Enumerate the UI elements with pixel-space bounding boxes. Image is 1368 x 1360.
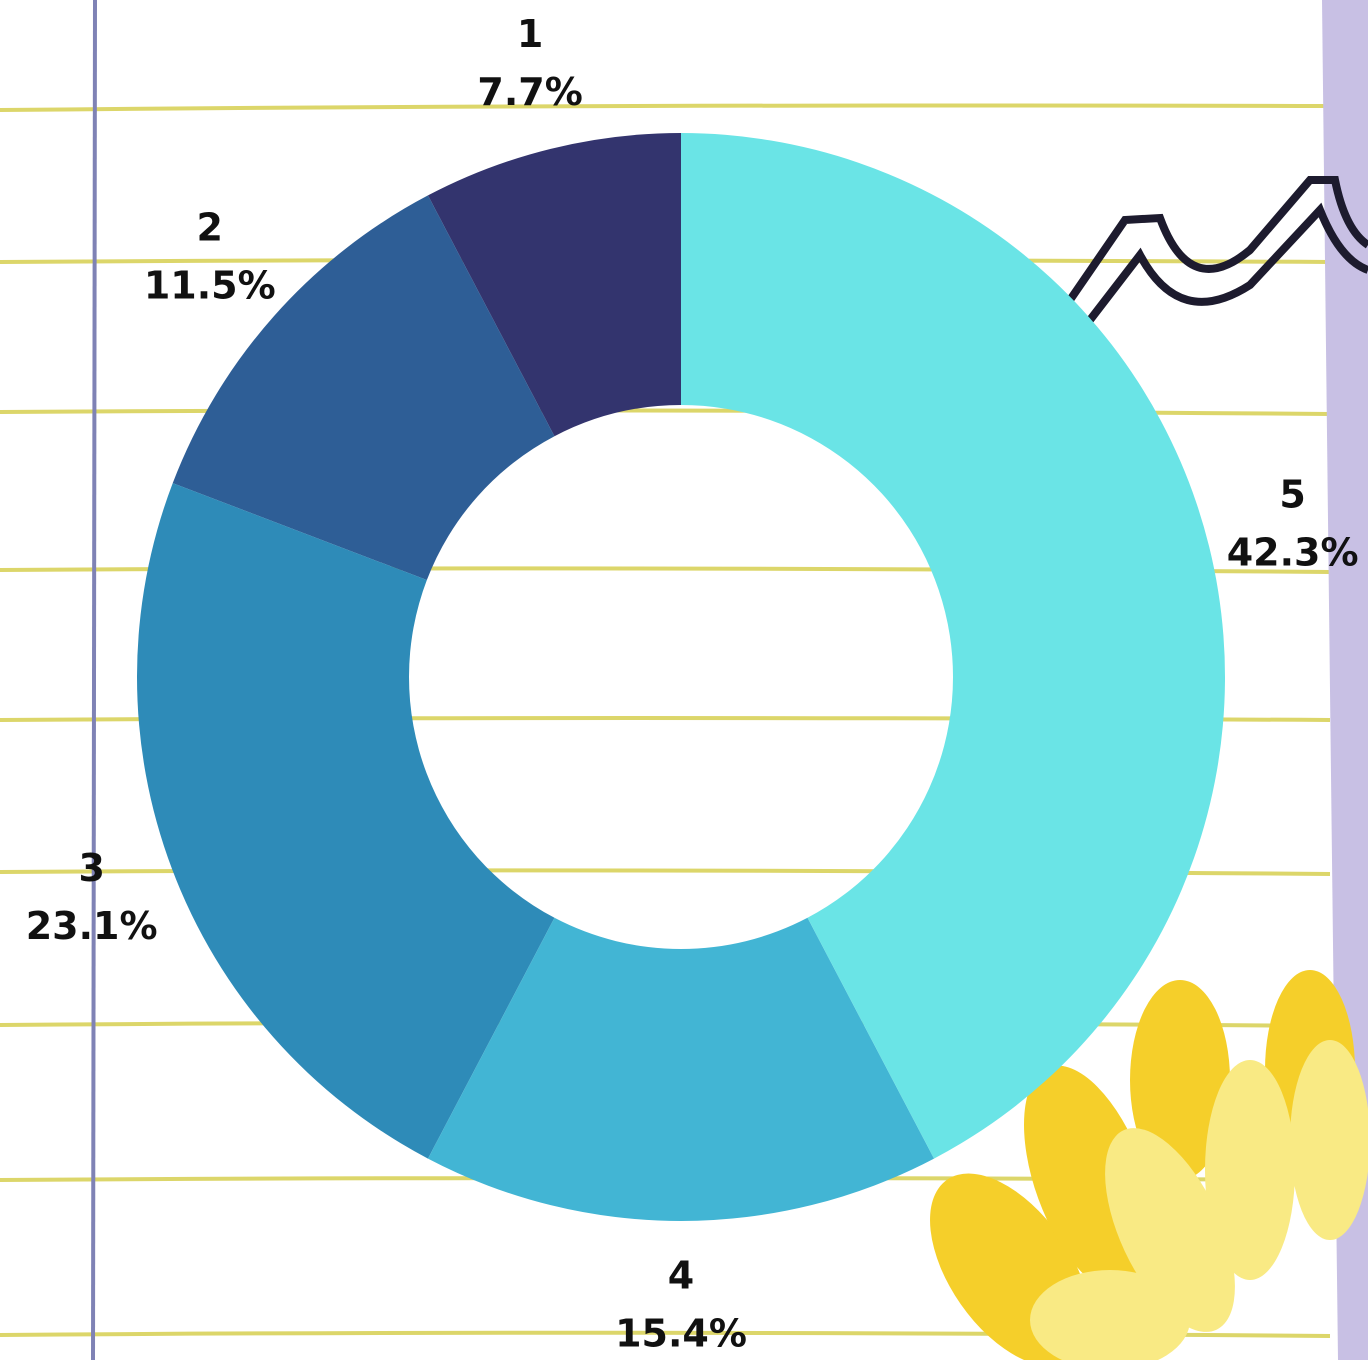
donut-slice <box>681 133 1226 1159</box>
donut <box>136 133 1226 1221</box>
value-label: 7.7% <box>477 70 582 114</box>
value-label: 42.3% <box>1227 531 1359 575</box>
donut-slice <box>172 195 555 581</box>
donut-slice <box>427 133 681 437</box>
donut-slice <box>427 917 935 1221</box>
value-label: 23.1% <box>26 904 158 948</box>
value-label: 15.4% <box>615 1312 747 1356</box>
slice-label: 1 <box>517 12 543 56</box>
slice-label: 4 <box>668 1254 694 1298</box>
value-label: 11.5% <box>144 263 276 307</box>
donut-slice <box>136 483 555 1159</box>
slice-label: 3 <box>78 846 104 890</box>
flower-decoration <box>930 970 1368 1360</box>
slice-label: 5 <box>1279 473 1305 517</box>
slice-label: 2 <box>197 205 223 249</box>
